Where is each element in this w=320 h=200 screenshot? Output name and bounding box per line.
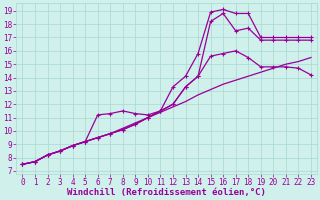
X-axis label: Windchill (Refroidissement éolien,°C): Windchill (Refroidissement éolien,°C) bbox=[67, 188, 266, 197]
